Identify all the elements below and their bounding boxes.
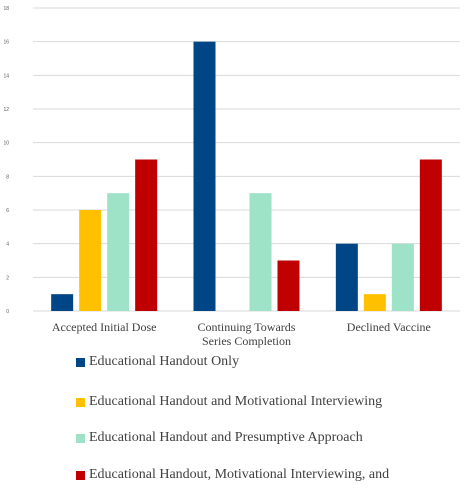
x-tick-label: Continuing Towards xyxy=(198,320,296,334)
y-tick-label: 10 xyxy=(3,141,9,147)
y-tick-label: 14 xyxy=(3,73,9,79)
x-axis-tick-labels: Accepted Initial Dose Continuing TowardsS… xyxy=(52,320,431,348)
y-tick-label: 4 xyxy=(6,242,9,248)
legend-swatch xyxy=(76,358,85,367)
bar xyxy=(391,243,414,311)
legend-item: Educational Handout and Motivational Int… xyxy=(76,394,382,410)
bar xyxy=(277,260,300,311)
bars xyxy=(51,41,442,312)
y-tick-label: 6 xyxy=(6,208,9,214)
bar xyxy=(419,159,442,311)
x-tick-label: Declined Vaccine xyxy=(347,320,431,334)
legend-swatch xyxy=(76,471,85,480)
legend-label: Educational Handout and Presumptive Appr… xyxy=(89,430,363,445)
legend-label: Educational Handout Only xyxy=(89,354,240,369)
y-tick-label: 18 xyxy=(3,6,9,12)
bar xyxy=(249,193,272,311)
x-tick-label: Accepted Initial Dose xyxy=(52,320,157,334)
bar xyxy=(335,243,358,311)
legend-label: Educational Handout, Motivational Interv… xyxy=(89,467,390,482)
y-tick-label: 2 xyxy=(6,275,9,281)
y-tick-label: 16 xyxy=(3,40,9,46)
y-tick-label: 8 xyxy=(6,174,9,180)
legend-item: Educational Handout and Presumptive Appr… xyxy=(76,430,363,446)
y-axis-tick-labels: 0 2 4 6 8 10 12 14 16 18 xyxy=(3,6,9,315)
bar xyxy=(79,210,102,311)
bar xyxy=(363,294,386,311)
y-tick-label: 0 xyxy=(6,309,9,315)
bar xyxy=(193,41,216,312)
bar xyxy=(51,294,74,311)
bar xyxy=(135,159,158,311)
legend-item: Educational Handout Only xyxy=(76,354,239,370)
legend-swatch xyxy=(76,434,85,443)
legend-label: Educational Handout and Motivational Int… xyxy=(89,394,383,409)
bar xyxy=(107,193,130,311)
y-tick-label: 12 xyxy=(3,107,9,113)
gridlines xyxy=(33,7,460,312)
x-tick-label: Series Completion xyxy=(202,334,291,348)
legend-swatch xyxy=(76,398,85,407)
legend-item: Educational Handout, Motivational Interv… xyxy=(76,467,389,483)
